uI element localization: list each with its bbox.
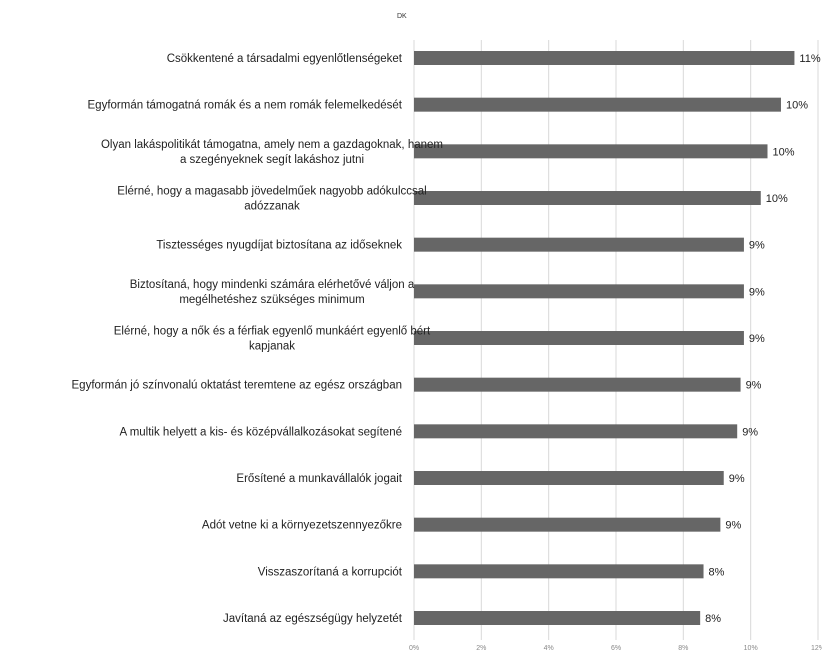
bar — [414, 284, 744, 299]
data-label: 8% — [709, 566, 725, 578]
category-label: Visszaszorítaná a korrupciót — [258, 566, 403, 578]
bar — [414, 611, 701, 625]
x-tick-label: 2% — [476, 645, 486, 652]
bar — [414, 564, 704, 579]
x-tick-label: 10% — [744, 645, 758, 652]
category-label: Csökkentené a társadalmi egyenlőtlensége… — [167, 53, 403, 65]
category-label: Tisztességes nyugdíjat biztosítana az id… — [156, 240, 402, 252]
data-label: 9% — [725, 520, 741, 532]
bar — [414, 191, 761, 205]
category-label: Adót vetne ki a környezetszennyezőkre — [202, 520, 402, 532]
category-label: A multik helyett a kis- és középvállalko… — [119, 426, 402, 438]
bar — [414, 377, 741, 392]
data-label: 10% — [786, 100, 808, 112]
category-label: Elérné, hogy a magasabb jövedelműek nagy… — [117, 186, 426, 213]
data-label: 8% — [705, 613, 721, 625]
bar — [414, 144, 768, 159]
bar — [414, 471, 724, 485]
data-label: 9% — [742, 426, 758, 438]
bar — [414, 517, 721, 532]
chart-title: DK — [397, 13, 407, 20]
x-tick-label: 6% — [611, 645, 621, 652]
category-label: Egyformán jó színvonalú oktatást teremte… — [72, 380, 403, 392]
data-label: 11% — [799, 53, 820, 65]
data-label: 9% — [749, 333, 765, 345]
category-label: Erősítené a munkavállalók jogait — [236, 473, 402, 485]
category-label: Egyformán támogatná romák és a nem romák… — [88, 100, 403, 112]
x-tick-label: 4% — [544, 645, 554, 652]
x-axis-ticks: 0% 2% 4% 6% 8% 10% 12% — [409, 645, 822, 652]
category-label: Elérné, hogy a nők és a férfiak egyenlő … — [114, 326, 431, 353]
data-label: 9% — [729, 473, 745, 485]
x-tick-label: 0% — [409, 645, 419, 652]
x-tick-label: 12% — [811, 645, 822, 652]
bar — [414, 237, 744, 252]
category-labels: Csökkentené a társadalmi egyenlőtlensége… — [72, 53, 444, 625]
data-label: 10% — [773, 146, 795, 158]
bar — [414, 97, 781, 112]
bar — [414, 331, 744, 345]
bar — [414, 51, 795, 65]
category-label: Biztosítaná, hogy mindenki számára elérh… — [130, 279, 415, 306]
data-label: 9% — [749, 286, 765, 298]
data-label: 9% — [749, 240, 765, 252]
data-labels: 11% 10% 10% 10% 9% 9% 9% 9% 9% 9% 9% 8% 8% — [705, 53, 821, 625]
category-label: Olyan lakáspolitikát támogatna, amely ne… — [101, 139, 443, 166]
data-label: 9% — [746, 380, 762, 392]
data-label: 10% — [766, 193, 788, 205]
bar — [414, 424, 738, 439]
bars — [414, 51, 795, 625]
x-tick-label: 8% — [678, 645, 688, 652]
category-label: Javítaná az egészségügy helyzetét — [223, 613, 403, 625]
